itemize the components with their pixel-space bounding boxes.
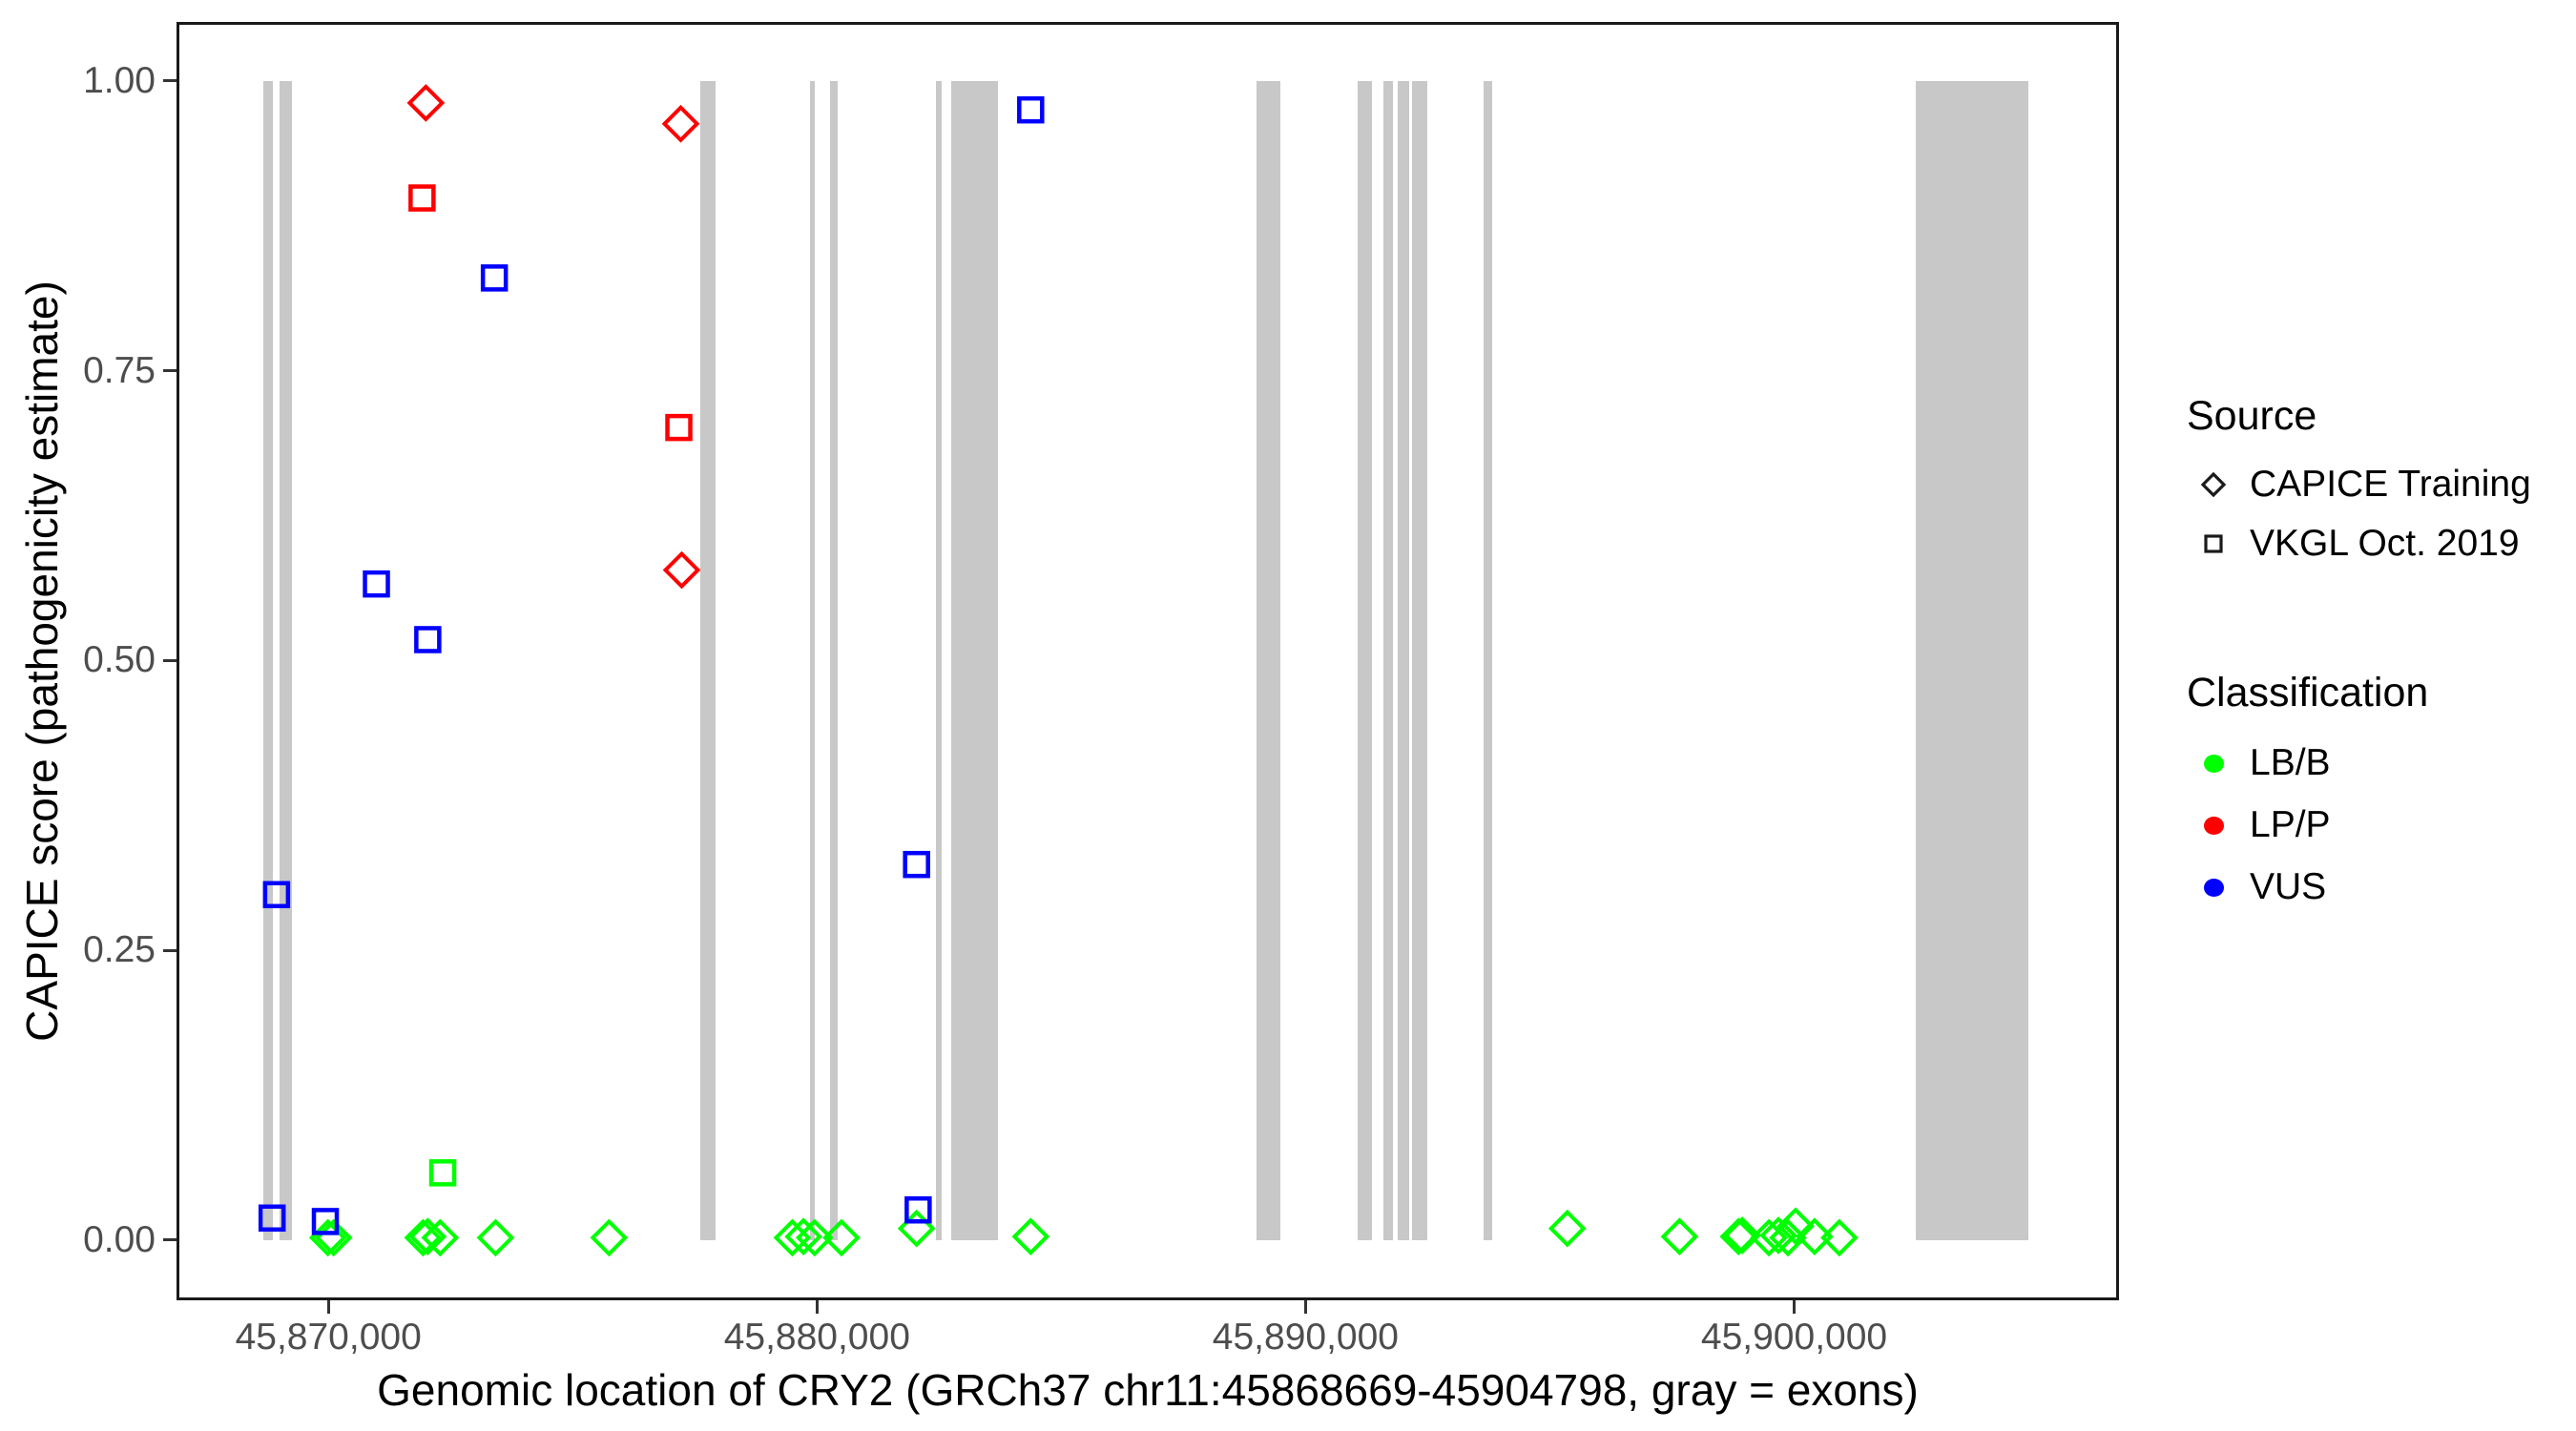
y-tick-mark — [163, 658, 177, 662]
x-tick-mark — [1303, 1300, 1307, 1314]
exon-band — [1483, 80, 1492, 1240]
data-point — [1011, 1217, 1050, 1256]
data-point — [1759, 1216, 1797, 1255]
legend-item-label: LB/B — [2250, 742, 2331, 783]
y-tick-label: 0.25 — [83, 929, 156, 971]
exon-band — [1398, 80, 1410, 1240]
data-point — [1769, 1218, 1807, 1257]
data-point — [421, 1218, 460, 1257]
exon-band — [830, 80, 838, 1240]
exon-band — [1256, 80, 1281, 1240]
data-point — [903, 850, 930, 879]
blue-dot-icon — [2187, 878, 2240, 897]
data-point — [408, 1217, 447, 1256]
data-point — [258, 1204, 286, 1233]
x-tick-label: 45,890,000 — [1212, 1317, 1399, 1358]
x-tick-label: 45,870,000 — [235, 1317, 422, 1358]
y-tick-label: 1.00 — [83, 59, 156, 101]
exon-band — [263, 80, 273, 1240]
y-axis-title: CAPICE score (pathogenicity estimate) — [17, 280, 67, 1042]
data-point — [773, 1218, 812, 1257]
data-point — [795, 1218, 834, 1257]
legend-item-vkgl: VKGL Oct. 2019 — [2187, 517, 2520, 570]
legend: Source CAPICE Training VKGL Oct. 2019 Cl… — [2175, 0, 2576, 1431]
x-tick-label: 45,880,000 — [723, 1317, 910, 1358]
legend-item-label: CAPICE Training — [2250, 464, 2531, 505]
data-point — [665, 413, 693, 442]
y-tick-mark — [163, 369, 177, 373]
legend-item-lbb: LB/B — [2187, 736, 2331, 790]
exon-band — [810, 80, 816, 1240]
exon-band — [1412, 80, 1428, 1240]
legend-item-label: VUS — [2250, 866, 2327, 907]
legend-item-capice-training: CAPICE Training — [2187, 458, 2531, 511]
plot-panel — [177, 22, 2119, 1300]
y-tick-label: 0.00 — [83, 1218, 156, 1260]
data-point — [408, 184, 436, 212]
x-tick-label: 45,900,000 — [1700, 1317, 1888, 1358]
y-tick-mark — [163, 1238, 177, 1242]
square-icon — [2187, 527, 2240, 561]
data-point — [661, 104, 700, 143]
data-point — [1820, 1218, 1859, 1257]
data-point — [904, 1196, 932, 1224]
exon-band — [1916, 80, 2029, 1240]
y-tick-label: 0.50 — [83, 639, 156, 681]
data-point — [480, 264, 509, 292]
x-tick-mark — [815, 1300, 819, 1314]
exon-band — [935, 80, 942, 1240]
x-tick-mark — [1793, 1300, 1797, 1314]
data-point — [428, 1159, 457, 1187]
x-axis-title: Genomic location of CRY2 (GRCh37 chr11:4… — [377, 1365, 1919, 1415]
data-point — [414, 626, 442, 653]
y-tick-label: 0.75 — [83, 349, 156, 391]
data-point — [406, 84, 446, 122]
data-point — [363, 570, 390, 598]
green-dot-icon — [2187, 754, 2240, 773]
legend-source-title: Source — [2187, 393, 2317, 439]
data-point — [662, 550, 701, 590]
data-point — [262, 881, 291, 909]
legend-item-label: LP/P — [2250, 804, 2331, 845]
red-dot-icon — [2187, 816, 2240, 835]
data-point — [1776, 1207, 1815, 1246]
scatter-plot — [258, 84, 1859, 1257]
data-point — [1017, 95, 1045, 124]
data-point — [476, 1218, 515, 1257]
data-point — [311, 1208, 340, 1235]
legend-item-label: VKGL Oct. 2019 — [2250, 523, 2520, 564]
data-point — [784, 1217, 822, 1256]
exon-band — [1383, 80, 1394, 1240]
data-point — [1548, 1209, 1587, 1248]
exon-band — [279, 80, 292, 1240]
legend-item-lpp: LP/P — [2187, 798, 2331, 852]
y-tick-mark — [163, 948, 177, 952]
data-point — [1723, 1216, 1762, 1255]
legend-item-vus: VUS — [2187, 861, 2326, 914]
y-tick-mark — [163, 79, 177, 83]
data-point — [1796, 1217, 1834, 1256]
data-point — [1660, 1217, 1699, 1256]
x-tick-mark — [326, 1300, 330, 1314]
exon-band — [1358, 80, 1373, 1240]
exon-band — [950, 80, 999, 1240]
data-point — [590, 1218, 629, 1257]
legend-classification-title: Classification — [2187, 670, 2429, 716]
data-point — [404, 1218, 443, 1257]
exon-band — [700, 80, 717, 1240]
data-point — [822, 1218, 861, 1257]
diamond-icon — [2187, 467, 2240, 502]
